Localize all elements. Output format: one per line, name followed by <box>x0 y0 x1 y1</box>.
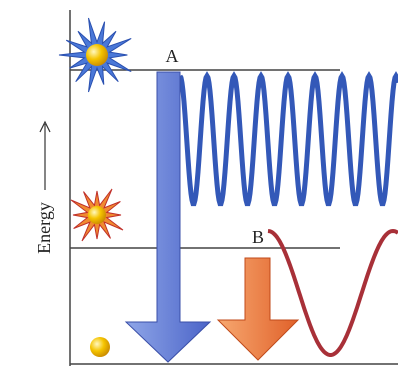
label-a: A <box>166 46 179 66</box>
mid-atom <box>88 206 106 224</box>
arrow-a <box>126 72 210 362</box>
ground-atom <box>90 337 110 357</box>
excited-atom <box>86 44 108 66</box>
arrow-b <box>218 258 298 360</box>
red-wave <box>268 231 398 355</box>
page: A B Energy (() => { const data = JSON.pa… <box>0 0 398 373</box>
axis-label: Energy <box>34 202 54 254</box>
label-b: B <box>252 227 264 247</box>
blue-wave <box>180 76 398 204</box>
energy-diagram: A B Energy <box>0 0 398 373</box>
